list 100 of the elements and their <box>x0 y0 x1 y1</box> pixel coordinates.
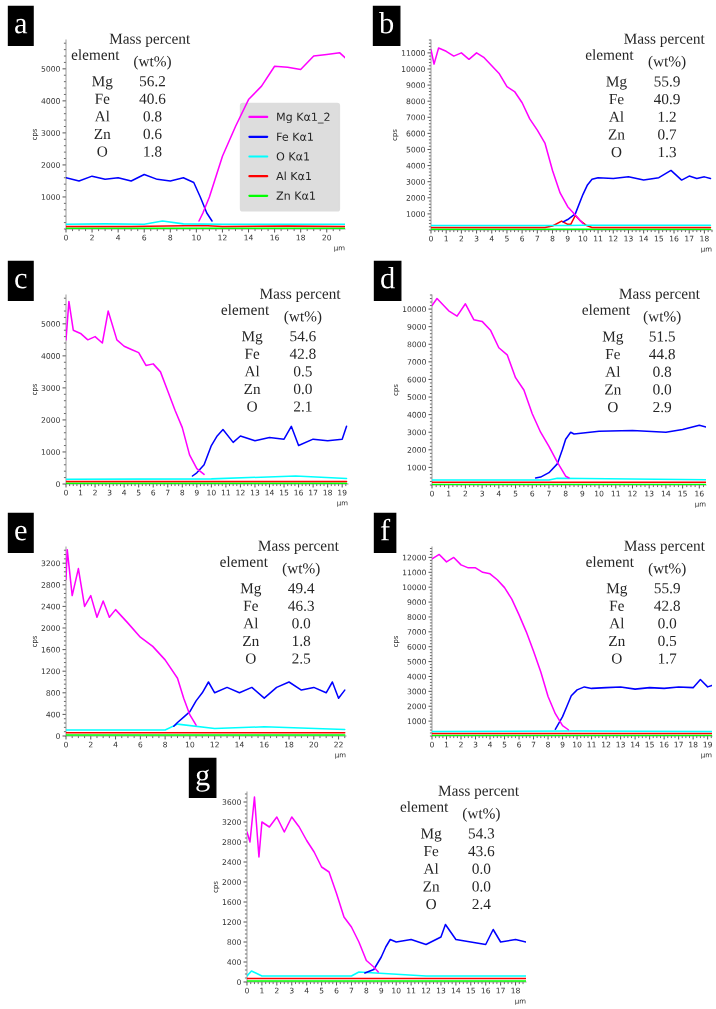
annotation: Mg <box>602 331 624 345</box>
line-series <box>364 923 526 974</box>
line-series <box>247 796 380 973</box>
annotation: Fe <box>243 600 258 611</box>
annotation: 54.6 <box>290 331 316 342</box>
annotation: O <box>426 898 437 910</box>
annotation: 49.4 <box>288 583 315 594</box>
annotation: 0.7 <box>658 129 677 140</box>
annotation: Mg <box>420 828 442 842</box>
annotation: 54.3 <box>468 828 495 839</box>
chart-title: c <box>15 273 27 289</box>
chart-title: f <box>380 518 391 541</box>
annotation: Mg <box>606 583 628 597</box>
annotation: 2.4 <box>472 898 491 910</box>
annotation: 0.0 <box>293 383 312 395</box>
chart-title: a <box>15 18 28 34</box>
legend-label: Zn Kα1 <box>276 191 315 200</box>
annotation: Al <box>243 617 259 629</box>
annotation: 0.0 <box>472 881 491 892</box>
annotation: (wt%) <box>284 310 322 325</box>
annotation: Al <box>244 365 260 377</box>
legend-label: O Kα1 <box>276 152 310 161</box>
annotation: Al <box>608 111 624 122</box>
annotation: Fe <box>244 348 260 359</box>
annotation: Zn <box>605 384 622 395</box>
annotation: Mass percent <box>624 540 705 554</box>
annotation: Zn <box>243 635 260 646</box>
line-series <box>173 681 346 728</box>
annotation: 0.5 <box>658 635 677 647</box>
annotation: Zn <box>244 383 261 394</box>
annotation: Fe <box>95 93 110 104</box>
annotation: O <box>611 146 622 158</box>
annotation: (wt%) <box>643 310 681 325</box>
annotation: Al <box>423 863 439 874</box>
annotation: (wt%) <box>462 807 500 822</box>
line-series <box>191 425 348 477</box>
line-series <box>198 52 345 222</box>
annotation: Zn <box>94 128 111 139</box>
line-series <box>432 297 570 479</box>
annotation: Zn <box>423 881 440 892</box>
annotation: (wt%) <box>648 55 686 70</box>
line-series <box>432 553 570 731</box>
line-series <box>554 678 712 731</box>
annotation: Mg <box>92 76 113 90</box>
chart-title: g <box>196 769 210 792</box>
annotation: element <box>585 49 634 60</box>
chart-title: e <box>15 525 27 541</box>
annotation: 40.9 <box>653 93 680 105</box>
annotation: Mass percent <box>258 540 339 554</box>
legend-label: Fe Kα1 <box>277 132 313 141</box>
annotation: element <box>220 556 268 567</box>
annotation: O <box>607 401 618 413</box>
annotation: 2.1 <box>294 401 312 412</box>
annotation: (wt%) <box>282 562 320 577</box>
annotation: Zn <box>608 129 625 140</box>
annotation: O <box>245 653 256 664</box>
annotation: O <box>247 401 258 412</box>
annotation: 56.2 <box>140 76 166 87</box>
line-series <box>562 169 712 223</box>
annotation: Mg <box>241 331 263 345</box>
annotation: 1.8 <box>293 635 311 647</box>
annotation: Al <box>94 110 110 122</box>
annotation: 0.0 <box>292 618 311 629</box>
annotation: Al <box>609 617 625 629</box>
annotation: Fe <box>609 94 624 105</box>
legend-label: Mg Kα1_2 <box>277 112 330 124</box>
annotation: 1.2 <box>658 111 676 122</box>
annotation: Mass percent <box>259 288 341 302</box>
chart-title: d <box>381 267 395 289</box>
annotation: 2.9 <box>653 401 672 413</box>
annotation: 0.0 <box>653 384 672 395</box>
annotation: Mg <box>240 583 262 597</box>
annotation: Mass percent <box>109 33 191 47</box>
annotation: element <box>586 556 634 567</box>
annotation: 40.6 <box>139 93 166 104</box>
annotation: O <box>611 653 622 664</box>
annotation: (wt%) <box>648 562 686 577</box>
annotation: 44.8 <box>649 348 675 360</box>
legend-label: Al Kα1 <box>276 171 311 181</box>
annotation: 42.8 <box>654 600 680 611</box>
chart-title: b <box>379 12 394 34</box>
annotation: 51.5 <box>649 331 675 342</box>
annotation: 46.3 <box>288 600 314 611</box>
annotation: element <box>221 304 270 315</box>
annotation: (wt%) <box>134 55 171 70</box>
annotation: 0.8 <box>653 366 672 377</box>
annotation: element <box>400 801 449 812</box>
annotation: Mass percent <box>619 288 700 302</box>
annotation: O <box>97 146 108 157</box>
annotation: 55.9 <box>654 583 680 594</box>
annotation: 0.6 <box>143 128 162 140</box>
annotation: Fe <box>423 846 439 857</box>
annotation: Fe <box>605 349 620 360</box>
annotation: 55.9 <box>654 76 680 87</box>
annotation: 42.8 <box>289 348 316 359</box>
annotation: 0.5 <box>293 366 312 377</box>
line-series <box>431 47 584 225</box>
annotation: 2.5 <box>292 653 311 664</box>
annotation: 1.8 <box>144 146 162 157</box>
annotation: element <box>582 304 631 315</box>
